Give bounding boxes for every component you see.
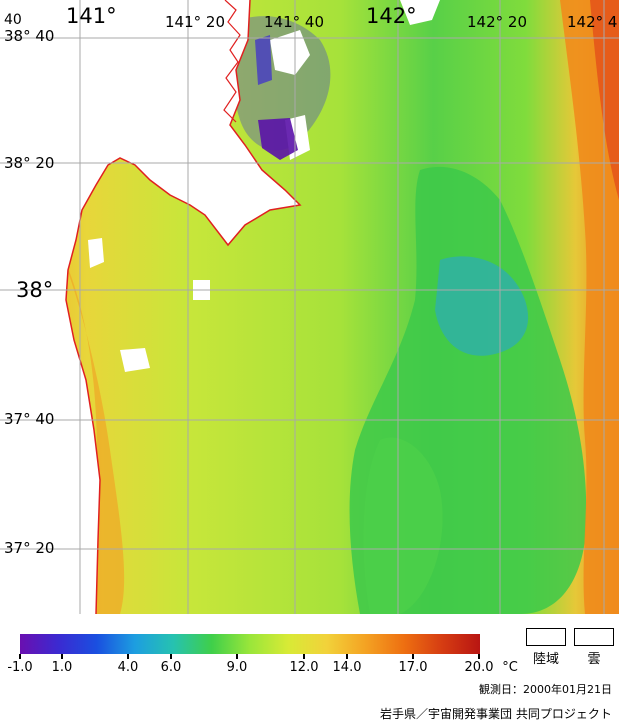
colorbar-tick: [236, 654, 238, 659]
cloud-patch-3: [88, 238, 104, 268]
temperature-colorbar: [20, 634, 480, 654]
coastline: [65, 0, 302, 614]
longitude-label-141-40: 141° 40: [264, 13, 324, 31]
colorbar-tick-label: 20.0: [464, 660, 494, 675]
colorbar-tick: [478, 654, 480, 659]
cloud-patch-1: [120, 348, 150, 372]
credit-line: 岩手県／宇宙開発事業団 共同プロジェクト: [380, 707, 612, 721]
longitude-label-142: 142°: [366, 4, 417, 28]
very-cold-bay: [258, 118, 298, 160]
colorbar-tick-label: 14.0: [332, 660, 362, 675]
cold-inlet: [255, 35, 272, 85]
colorbar-tick: [303, 654, 305, 659]
longitude-label-142-20: 142° 20: [467, 13, 527, 31]
latitude-label-38-40: 38° 40: [4, 27, 55, 45]
colorbar-tick: [346, 654, 348, 659]
land-key-label: 陸域: [532, 652, 560, 667]
island-matsushima: [270, 30, 310, 75]
coldest-patch: [435, 256, 529, 356]
longitude-label-141-20: 141° 20: [165, 13, 225, 31]
longitude-label-142-40: 142° 4: [567, 13, 618, 31]
sea-surface-temperature-map: [0, 0, 619, 614]
warm-coastal-band: [60, 250, 125, 614]
coastline-ria: [223, 0, 241, 123]
colorbar-tick: [412, 654, 414, 659]
colorbar-tick-label: 6.0: [160, 660, 182, 675]
colorbar-tick-label: 12.0: [289, 660, 319, 675]
colorbar-tick-label: 1.0: [51, 660, 73, 675]
cloud-key-label: 雲: [587, 652, 601, 667]
observation-date: 観測日：2000年01月21日: [479, 683, 612, 696]
cloud-key-swatch: [574, 628, 614, 646]
land-area: [0, 0, 300, 614]
map-canvas: [0, 0, 619, 614]
latitude-label-37-20: 37° 20: [4, 539, 55, 557]
graticule: [0, 0, 619, 614]
colorbar-tick: [170, 654, 172, 659]
land-key-swatch: [526, 628, 566, 646]
colorbar-tick-label: 17.0: [398, 660, 428, 675]
colorbar-unit: °C: [502, 660, 518, 675]
colorbar-tick-label: -1.0: [7, 660, 33, 675]
colorbar-tick-label: 4.0: [117, 660, 139, 675]
cold-tongue-south: [363, 437, 443, 614]
cloud-north: [400, 0, 440, 25]
colorbar-tick-label: 9.0: [226, 660, 248, 675]
colorbar-tick: [61, 654, 63, 659]
latitude-label-38-20: 38° 20: [4, 154, 55, 172]
corner-label: 40: [4, 12, 22, 28]
colorbar-tick: [127, 654, 129, 659]
colorbar-tick: [19, 654, 21, 659]
latitude-label-37-40: 37° 40: [4, 410, 55, 428]
longitude-label-141: 141°: [66, 4, 117, 28]
latitude-label-38: 38°: [16, 278, 54, 302]
